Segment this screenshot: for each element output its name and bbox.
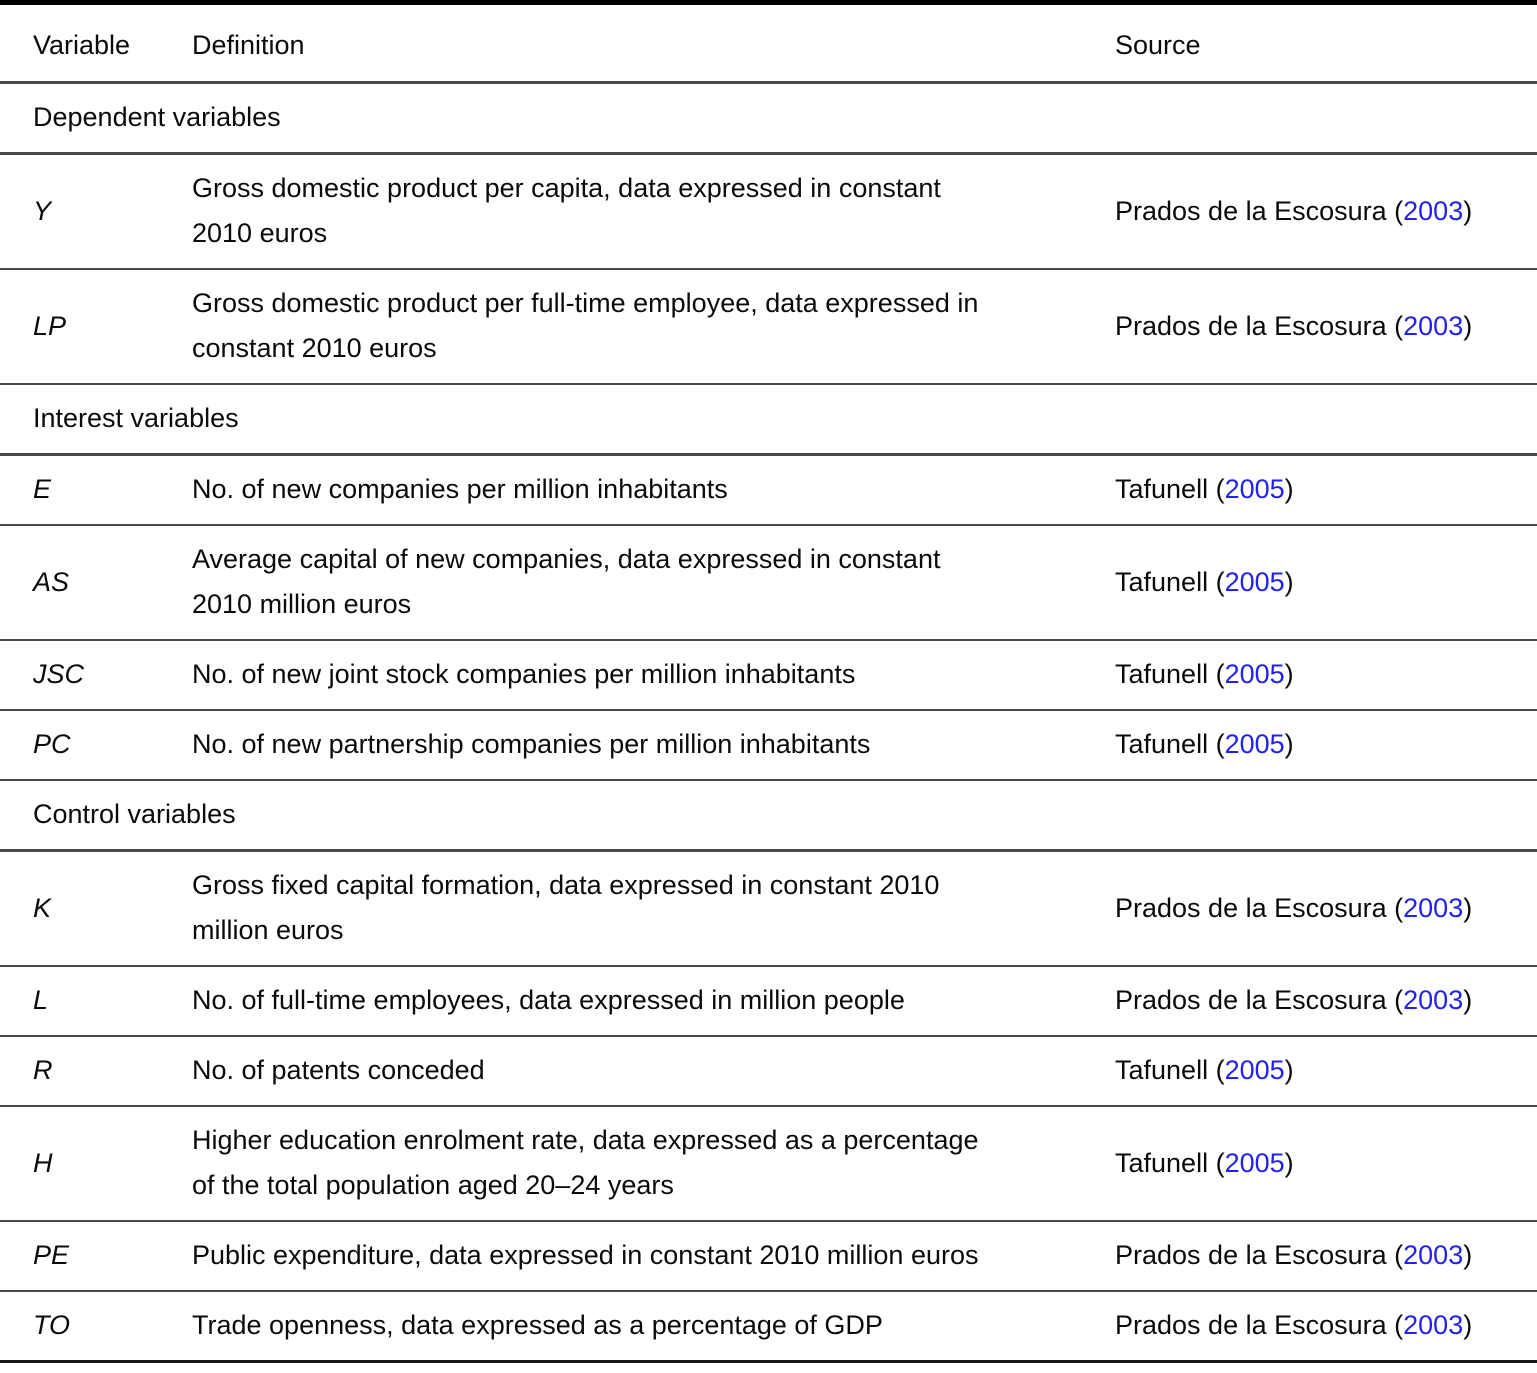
citation-year-link[interactable]: 2005	[1224, 1055, 1285, 1085]
source-cell: Tafunell (2005)	[1115, 1036, 1537, 1107]
definition-cell: Public expenditure, data expressed in co…	[192, 1221, 1115, 1292]
section-row-control-variables: Control variables	[0, 779, 1537, 852]
source-text: Prados de la Escosura (	[1115, 892, 1404, 923]
source-text: )	[1284, 729, 1294, 759]
table-row: LP Gross domestic product per full-time …	[0, 269, 1537, 385]
source-text: )	[1463, 195, 1473, 226]
source-text: )	[1284, 1147, 1294, 1178]
table-row: PE Public expenditure, data expressed in…	[0, 1221, 1537, 1292]
definition-cell: No. of full-time employees, data express…	[192, 966, 1115, 1037]
table-row: L No. of full-time employees, data expre…	[0, 966, 1537, 1037]
citation-year-link[interactable]: 2003	[1403, 310, 1464, 341]
definition-cell: No. of new partnership companies per mil…	[192, 710, 1115, 781]
variable-name: AS	[33, 566, 70, 597]
citation-year-link[interactable]: 2003	[1403, 195, 1464, 226]
section-label: Control variables	[0, 779, 1537, 852]
source-cell: Prados de la Escosura (2003)	[1115, 269, 1537, 385]
source-cell: Prados de la Escosura (2003)	[1115, 966, 1537, 1037]
definition-cell: Gross domestic product per full-time emp…	[192, 269, 1115, 385]
column-header-variable: Variable	[0, 2, 192, 84]
variable-name: JSC	[33, 659, 85, 689]
variable-name: Y	[33, 195, 52, 226]
variable-name: H	[33, 1147, 53, 1178]
definition-cell: Gross fixed capital formation, data expr…	[192, 850, 1115, 967]
table-row: JSC No. of new joint stock companies per…	[0, 640, 1537, 711]
source-text: )	[1463, 892, 1473, 923]
source-text: Tafunell (	[1115, 566, 1225, 597]
source-text: )	[1463, 1310, 1473, 1340]
definition-cell: Higher education enrolment rate, data ex…	[192, 1106, 1115, 1222]
definition-cell: Trade openness, data expressed as a perc…	[192, 1310, 883, 1340]
citation-year-link[interactable]: 2005	[1224, 729, 1285, 759]
table-row: E No. of new companies per million inhab…	[0, 454, 1537, 526]
source-text: )	[1463, 1240, 1473, 1270]
variable-name: L	[33, 985, 49, 1015]
table-row: AS Average capital of new companies, dat…	[0, 525, 1537, 641]
source-cell: Prados de la Escosura (2003)	[1115, 1221, 1537, 1292]
section-row-dependent-variables: Dependent variables	[0, 81, 1537, 155]
source-cell: Tafunell (2005)	[1115, 640, 1537, 711]
source-text: )	[1284, 659, 1294, 689]
section-label: Dependent variables	[0, 81, 1537, 155]
table-row: R No. of patents conceded Tafunell (2005…	[0, 1036, 1537, 1107]
citation-year-link[interactable]: 2003	[1403, 985, 1464, 1015]
definition-cell: Gross domestic product per capita, data …	[192, 153, 1115, 270]
variable-name: LP	[33, 310, 67, 341]
source-text: Tafunell (	[1115, 1147, 1225, 1178]
citation-year-link[interactable]: 2003	[1403, 1310, 1464, 1340]
variable-name: K	[33, 892, 52, 923]
source-text: )	[1284, 566, 1294, 597]
table-row: TO Trade openness, data expressed as a p…	[0, 1291, 1537, 1362]
source-text: )	[1463, 310, 1473, 341]
source-cell: Prados de la Escosura (2003)	[1115, 850, 1537, 967]
source-text: Tafunell (	[1115, 1055, 1225, 1085]
variable-name: TO	[33, 1310, 71, 1340]
table-row: K Gross fixed capital formation, data ex…	[0, 850, 1537, 967]
table-row: Y Gross domestic product per capita, dat…	[0, 153, 1537, 270]
citation-year-link[interactable]: 2003	[1403, 1240, 1464, 1270]
variable-name: PC	[33, 729, 71, 759]
column-header-source: Source	[1115, 2, 1537, 84]
citation-year-link[interactable]: 2005	[1224, 659, 1285, 689]
citation-year-link[interactable]: 2005	[1224, 1147, 1285, 1178]
source-text: Prados de la Escosura (	[1115, 985, 1404, 1015]
citation-year-link[interactable]: 2003	[1403, 892, 1464, 923]
source-text: Prados de la Escosura (	[1115, 1240, 1404, 1270]
section-row-interest-variables: Interest variables	[0, 383, 1537, 456]
definition-cell: No. of new joint stock companies per mil…	[192, 640, 1115, 711]
source-text: Tafunell (	[1115, 729, 1225, 759]
source-text: Prados de la Escosura (	[1115, 1310, 1404, 1340]
source-cell: Tafunell (2005)	[1115, 454, 1537, 526]
definition-cell: No. of new companies per million inhabit…	[192, 454, 1115, 526]
variable-name: E	[33, 474, 52, 504]
column-header-definition: Definition	[192, 2, 1115, 84]
source-text: Tafunell (	[1115, 659, 1225, 689]
source-text: )	[1463, 985, 1473, 1015]
citation-year-link[interactable]: 2005	[1224, 474, 1285, 504]
section-label: Interest variables	[0, 383, 1537, 456]
source-text: Prados de la Escosura (	[1115, 195, 1404, 226]
source-text: )	[1284, 1055, 1294, 1085]
variable-name: R	[33, 1055, 53, 1085]
source-text: Tafunell (	[1115, 474, 1225, 504]
source-cell: Tafunell (2005)	[1115, 525, 1537, 641]
definition-cell: No. of patents conceded	[192, 1036, 1115, 1107]
variable-name: PE	[33, 1240, 70, 1270]
source-cell: Prados de la Escosura (2003)	[1115, 153, 1537, 270]
table-row: PC No. of new partnership companies per …	[0, 710, 1537, 781]
source-cell: Prados de la Escosura (2003)	[1115, 1291, 1537, 1362]
source-text: Prados de la Escosura (	[1115, 310, 1404, 341]
definition-cell: Average capital of new companies, data e…	[192, 525, 1115, 641]
table-header-row: Variable Definition Source	[0, 2, 1537, 84]
source-text: )	[1284, 474, 1294, 504]
source-cell: Tafunell (2005)	[1115, 710, 1537, 781]
citation-year-link[interactable]: 2005	[1224, 566, 1285, 597]
source-cell: Tafunell (2005)	[1115, 1106, 1537, 1222]
table-row: H Higher education enrolment rate, data …	[0, 1106, 1537, 1222]
